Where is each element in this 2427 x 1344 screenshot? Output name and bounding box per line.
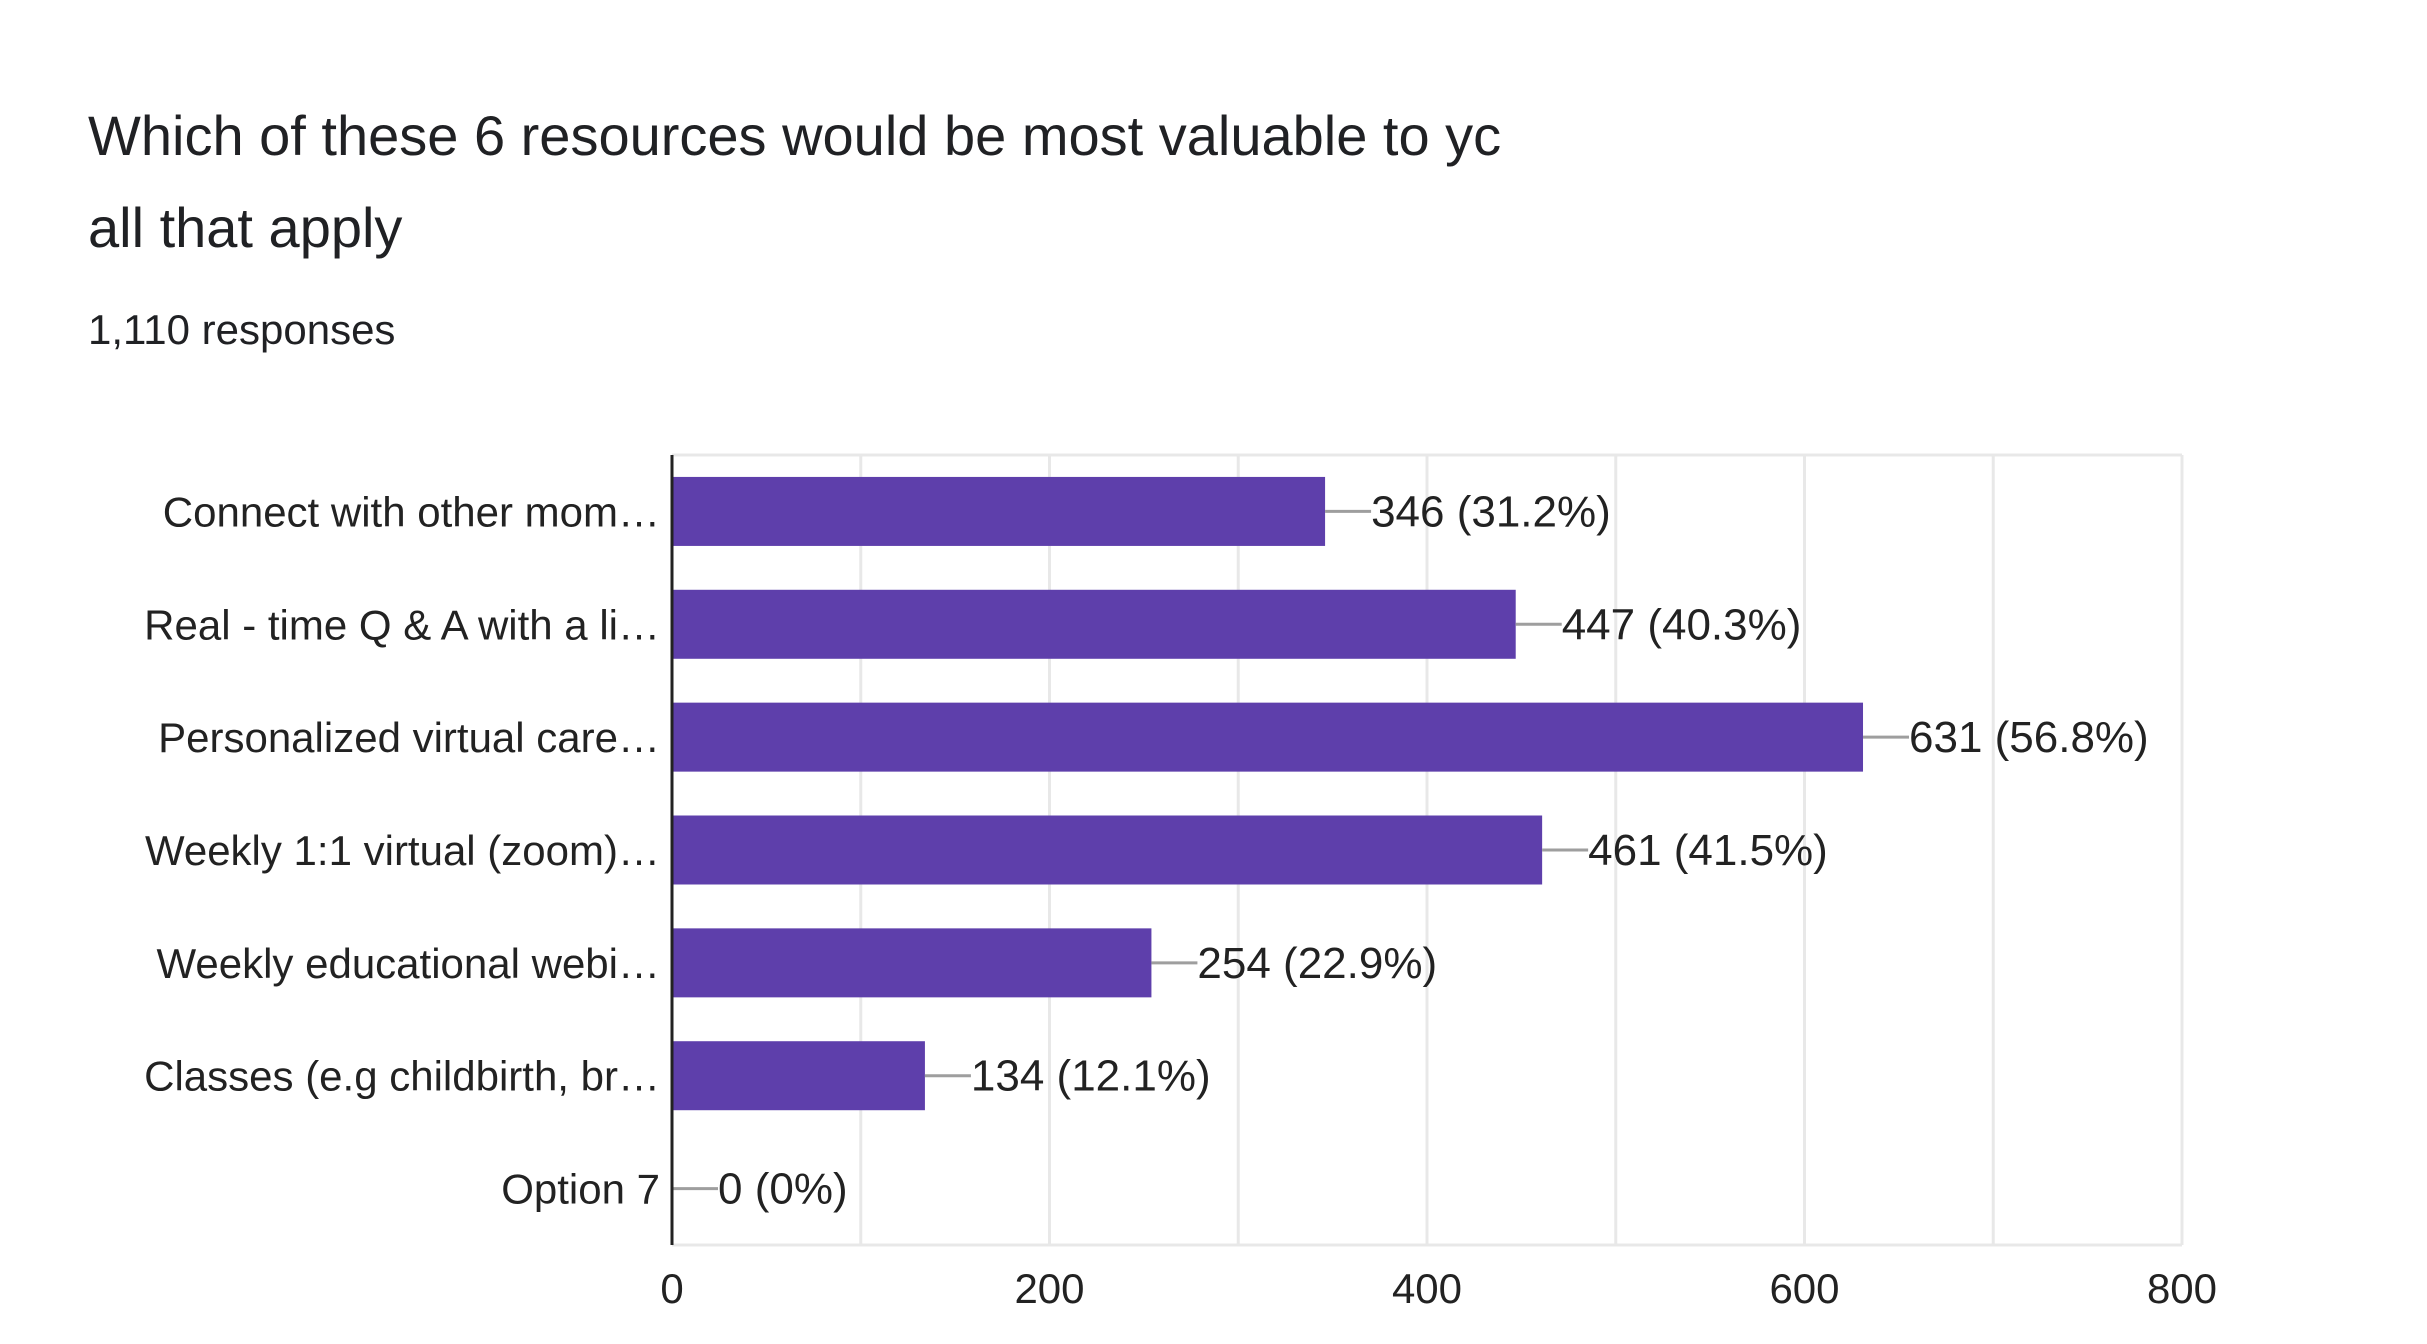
bar <box>672 476 1326 546</box>
category-label: Personalized virtual care… <box>158 714 660 761</box>
data-label: 461 (41.5%) <box>1588 826 1828 875</box>
category-label: Real - time Q & A with a li… <box>144 601 660 648</box>
question-title: Which of these 6 resources would be most… <box>88 90 1668 274</box>
data-label: 631 (56.8%) <box>1909 713 2149 762</box>
question-title-line-2: all that apply <box>88 196 403 259</box>
x-tick-label: 200 <box>1014 1265 1084 1312</box>
data-label: 0 (0%) <box>718 1165 848 1214</box>
category-label: Classes (e.g childbirth, br… <box>144 1053 660 1100</box>
category-label: Option 7 <box>501 1166 660 1213</box>
bar <box>672 815 1543 885</box>
data-label: 254 (22.9%) <box>1197 939 1437 988</box>
category-label: Weekly 1:1 virtual (zoom)… <box>145 827 660 874</box>
response-count: 1,110 responses <box>88 306 396 353</box>
bar <box>672 928 1152 998</box>
question-title-line-1: Which of these 6 resources would be most… <box>88 104 1502 167</box>
bar <box>672 1041 925 1111</box>
data-label: 447 (40.3%) <box>1562 600 1802 649</box>
category-label: Connect with other mom… <box>163 488 660 535</box>
bar <box>672 589 1516 659</box>
data-label: 346 (31.2%) <box>1371 487 1611 536</box>
x-tick-label: 600 <box>1769 1265 1839 1312</box>
x-tick-label: 0 <box>660 1265 683 1312</box>
bar <box>672 702 1864 772</box>
category-label: Weekly educational webi… <box>157 940 661 987</box>
data-label: 134 (12.1%) <box>971 1052 1211 1101</box>
x-tick-label: 400 <box>1392 1265 1462 1312</box>
x-tick-label: 800 <box>2147 1265 2217 1312</box>
